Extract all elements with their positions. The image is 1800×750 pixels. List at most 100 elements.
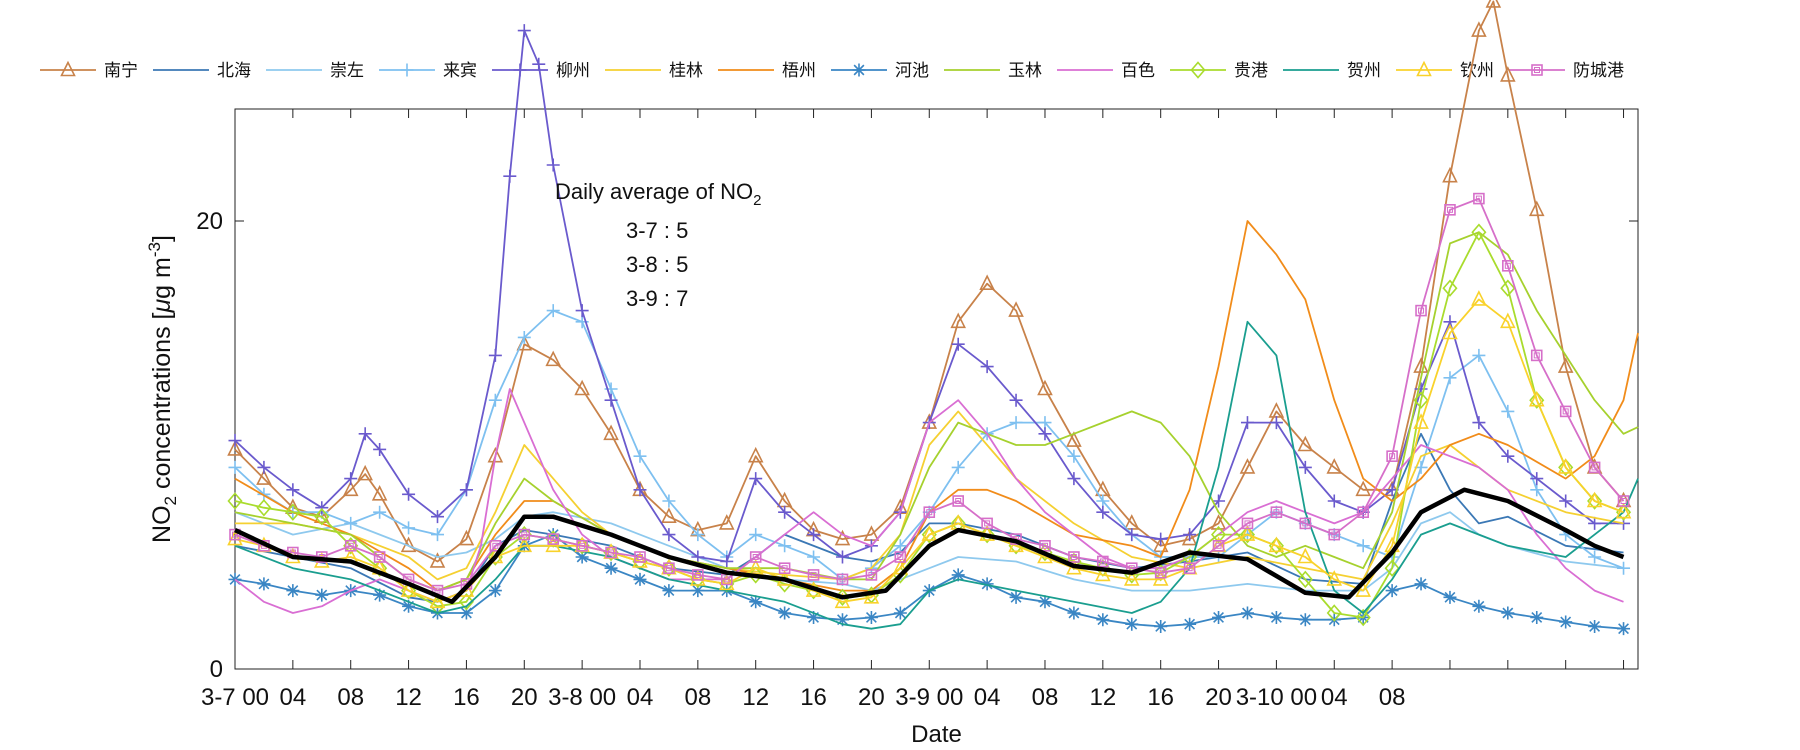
marker-plus bbox=[402, 487, 416, 501]
marker-square-inner bbox=[897, 554, 904, 560]
x-tick-label: 16 bbox=[453, 684, 480, 711]
legend: 南宁 北海 崇左 来宾 柳州 桂林 梧州 河池 玉林 百色 贵港 贺州 钦州 防城港 bbox=[40, 60, 1624, 80]
marker-square-inner bbox=[1591, 464, 1598, 471]
ylabel-unit: g m bbox=[148, 257, 176, 299]
marker-star bbox=[633, 572, 647, 586]
marker-square bbox=[1039, 539, 1051, 552]
series-layer bbox=[227, 0, 1639, 636]
marker-diamond bbox=[1442, 279, 1458, 297]
marker-triangle bbox=[1416, 60, 1432, 77]
marker-square-inner bbox=[521, 531, 528, 538]
marker-triangle bbox=[1528, 390, 1545, 407]
x-tick-label: 12 bbox=[1089, 684, 1116, 711]
marker-plus bbox=[430, 528, 444, 542]
marker-square bbox=[1328, 528, 1341, 541]
marker-star bbox=[1414, 577, 1428, 591]
series-崇左 bbox=[234, 511, 1624, 592]
marker-plus bbox=[749, 528, 763, 542]
marker-plus bbox=[257, 487, 271, 501]
marker-triangle bbox=[690, 570, 706, 586]
legend-item-梧州: 梧州 bbox=[718, 61, 816, 80]
x-axis: 3-7 00 04 08 12 16 20 3-8 00 04 08 12 16 20 3-9 00 04… bbox=[201, 109, 1625, 711]
marker-star bbox=[807, 610, 821, 624]
marker-plus bbox=[546, 158, 560, 172]
marker-star bbox=[1212, 610, 1226, 624]
marker-plus bbox=[778, 539, 792, 553]
marker-star bbox=[1588, 619, 1602, 633]
x-tick-label: 3-9 00 bbox=[895, 684, 963, 711]
marker-square-inner bbox=[1389, 453, 1396, 460]
marker-plus bbox=[662, 494, 676, 508]
annotation-title-main: Daily average of NO bbox=[555, 179, 753, 204]
legend-item-来宾: 来宾 bbox=[379, 61, 477, 80]
marker-star bbox=[1472, 599, 1486, 613]
marker-square-inner bbox=[1418, 307, 1425, 314]
marker-star bbox=[257, 577, 271, 591]
marker-square-inner bbox=[1562, 408, 1569, 415]
marker-triangle bbox=[1095, 565, 1111, 582]
y-tick-label: 20 bbox=[196, 208, 223, 235]
marker-square bbox=[547, 533, 560, 545]
legend-label: 柳州 bbox=[556, 61, 590, 80]
marker-triangle bbox=[1442, 166, 1458, 183]
marker-square bbox=[1357, 506, 1369, 519]
marker-triangle bbox=[661, 507, 677, 523]
marker-square bbox=[981, 517, 993, 530]
marker-triangle bbox=[1008, 301, 1024, 317]
marker-square bbox=[692, 569, 704, 581]
marker-plus bbox=[807, 550, 821, 564]
marker-star bbox=[402, 599, 416, 613]
marker-plus bbox=[662, 528, 676, 542]
marker-star bbox=[1298, 613, 1312, 627]
ylabel-close: ] bbox=[148, 235, 176, 242]
marker-triangle bbox=[60, 60, 76, 77]
marker-square-inner bbox=[723, 576, 730, 583]
marker-triangle bbox=[1471, 21, 1487, 37]
marker-square-inner bbox=[781, 565, 788, 572]
marker-triangle bbox=[1037, 379, 1053, 396]
marker-square-inner bbox=[1504, 262, 1511, 269]
marker-triangle bbox=[1181, 529, 1198, 546]
legend-item-防城港: 防城港 bbox=[1509, 61, 1624, 80]
marker-plus bbox=[1067, 449, 1081, 463]
marker-plus bbox=[1588, 516, 1602, 530]
marker-triangle bbox=[718, 574, 735, 591]
marker-plus bbox=[1183, 528, 1197, 542]
x-tick-label: 16 bbox=[800, 684, 827, 711]
annotation-line-3-8: 3-8 : 5 bbox=[626, 252, 688, 277]
marker-triangle bbox=[921, 525, 938, 541]
series-line bbox=[234, 231, 1639, 592]
marker-triangle bbox=[1210, 514, 1227, 530]
marker-plus bbox=[373, 505, 387, 519]
marker-diamond bbox=[1413, 391, 1429, 409]
x-tick-label: 16 bbox=[1147, 684, 1174, 711]
marker-square-inner bbox=[1157, 569, 1164, 576]
marker-square bbox=[1588, 461, 1601, 474]
marker-square bbox=[865, 569, 878, 581]
marker-square-inner bbox=[926, 509, 933, 516]
marker-square-inner bbox=[636, 554, 643, 560]
marker-triangle bbox=[1297, 435, 1314, 452]
x-tick-label: 08 bbox=[1379, 684, 1406, 711]
marker-triangle bbox=[227, 440, 243, 456]
legend-item-百色: 百色 bbox=[1057, 61, 1155, 80]
marker-square-inner bbox=[1360, 509, 1367, 516]
x-tick-label: 08 bbox=[1032, 684, 1059, 711]
marker-square bbox=[489, 539, 502, 552]
marker-diamond bbox=[314, 507, 330, 526]
marker-square bbox=[373, 551, 386, 563]
marker-triangle bbox=[603, 424, 619, 441]
legend-label: 崇左 bbox=[330, 61, 364, 80]
legend-label: 北海 bbox=[217, 61, 251, 80]
marker-triangle bbox=[979, 274, 995, 291]
marker-square bbox=[894, 551, 907, 563]
marker-diamond bbox=[1297, 570, 1313, 589]
marker-plus bbox=[257, 460, 271, 474]
marker-star bbox=[951, 568, 965, 582]
marker-plus bbox=[951, 337, 965, 351]
marker-square bbox=[1386, 450, 1398, 463]
marker-square bbox=[778, 562, 791, 575]
marker-square bbox=[1617, 495, 1630, 507]
marker-diamond bbox=[458, 593, 474, 611]
